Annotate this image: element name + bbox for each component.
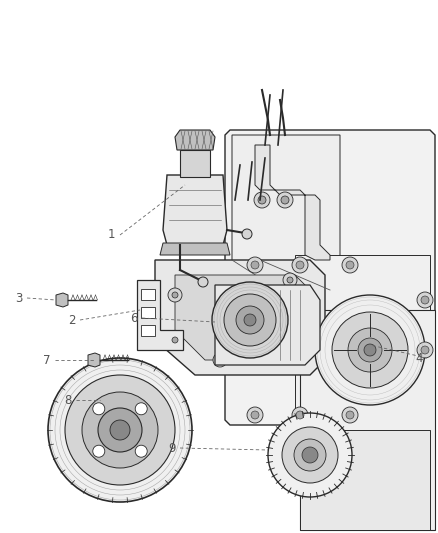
Circle shape	[217, 357, 223, 363]
Circle shape	[287, 277, 293, 283]
Circle shape	[332, 312, 408, 388]
Circle shape	[135, 403, 147, 415]
Polygon shape	[180, 150, 210, 177]
Circle shape	[254, 192, 270, 208]
Circle shape	[242, 229, 252, 239]
Polygon shape	[255, 145, 330, 260]
Polygon shape	[88, 353, 100, 367]
Circle shape	[93, 403, 105, 415]
Circle shape	[283, 273, 297, 287]
Polygon shape	[215, 285, 320, 365]
Circle shape	[135, 445, 147, 457]
Circle shape	[212, 282, 288, 358]
Polygon shape	[295, 255, 430, 425]
Text: 6: 6	[130, 311, 138, 325]
Text: 9: 9	[168, 441, 176, 455]
Polygon shape	[232, 135, 340, 290]
Circle shape	[364, 344, 376, 356]
Text: 8: 8	[64, 393, 71, 407]
Circle shape	[277, 192, 293, 208]
Text: D: D	[230, 309, 240, 321]
Bar	[141, 289, 155, 300]
Circle shape	[296, 261, 304, 269]
Circle shape	[224, 294, 276, 346]
Polygon shape	[155, 260, 325, 375]
Circle shape	[93, 445, 105, 457]
Circle shape	[168, 288, 182, 302]
Circle shape	[268, 413, 352, 497]
Circle shape	[292, 407, 308, 423]
Circle shape	[292, 257, 308, 273]
Circle shape	[346, 411, 354, 419]
Polygon shape	[300, 310, 435, 530]
Circle shape	[213, 353, 227, 367]
Polygon shape	[137, 280, 183, 350]
Circle shape	[315, 295, 425, 405]
Polygon shape	[175, 130, 215, 150]
Text: 4: 4	[415, 351, 423, 365]
Circle shape	[348, 328, 392, 372]
Text: 7: 7	[43, 353, 50, 367]
Circle shape	[98, 408, 142, 452]
Circle shape	[244, 314, 256, 326]
Circle shape	[110, 420, 130, 440]
Circle shape	[342, 257, 358, 273]
Polygon shape	[163, 175, 227, 245]
Circle shape	[251, 261, 259, 269]
Circle shape	[358, 338, 382, 362]
Text: 2: 2	[68, 313, 75, 327]
Circle shape	[172, 292, 178, 298]
Bar	[141, 325, 155, 336]
Circle shape	[48, 358, 192, 502]
Circle shape	[417, 292, 433, 308]
Circle shape	[294, 439, 326, 471]
Circle shape	[168, 333, 182, 347]
Circle shape	[346, 261, 354, 269]
Circle shape	[282, 427, 338, 483]
Polygon shape	[175, 275, 308, 360]
Text: 1: 1	[108, 229, 116, 241]
Circle shape	[251, 411, 259, 419]
Circle shape	[172, 337, 178, 343]
Polygon shape	[160, 243, 230, 255]
Polygon shape	[225, 130, 435, 425]
Circle shape	[302, 447, 318, 463]
Circle shape	[82, 392, 158, 468]
Circle shape	[421, 296, 429, 304]
Circle shape	[296, 411, 304, 419]
Circle shape	[281, 196, 289, 204]
Circle shape	[417, 342, 433, 358]
Circle shape	[247, 257, 263, 273]
Circle shape	[342, 407, 358, 423]
Bar	[141, 307, 155, 318]
Polygon shape	[56, 293, 68, 307]
Circle shape	[65, 375, 175, 485]
Circle shape	[258, 196, 266, 204]
Circle shape	[198, 277, 208, 287]
Polygon shape	[300, 430, 430, 530]
Circle shape	[247, 407, 263, 423]
Text: 3: 3	[15, 292, 22, 304]
Circle shape	[236, 306, 264, 334]
Circle shape	[421, 346, 429, 354]
